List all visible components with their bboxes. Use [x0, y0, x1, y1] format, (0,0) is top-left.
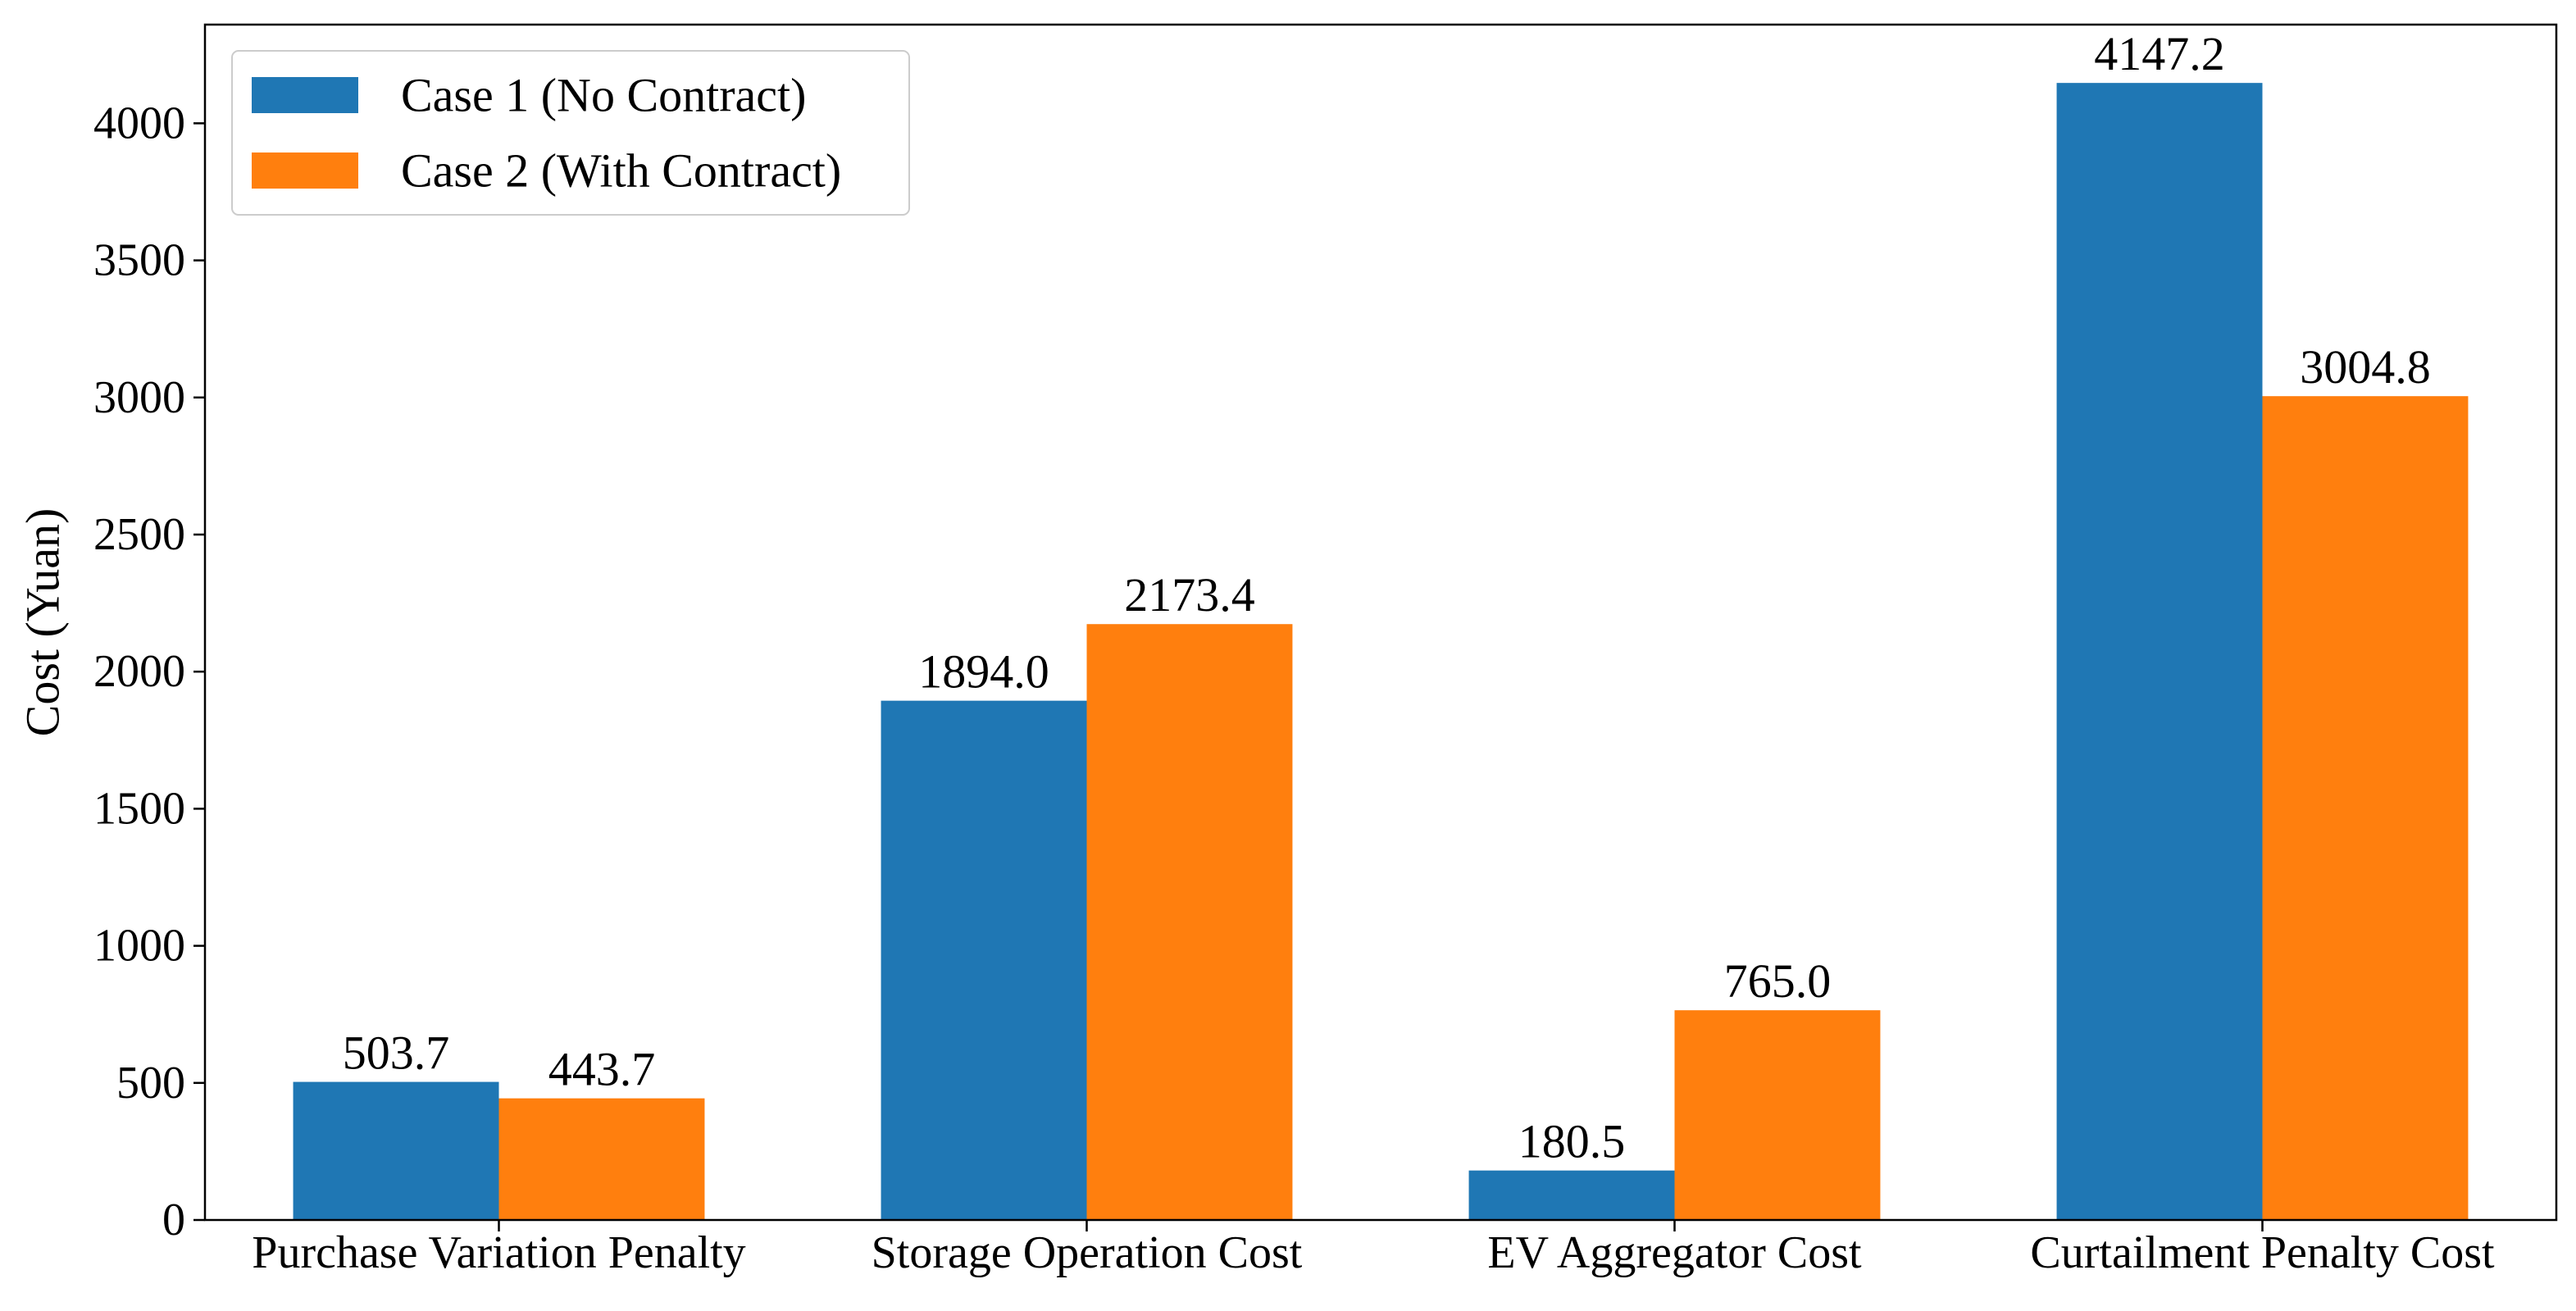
bar-series-1: [881, 700, 1087, 1220]
bar-value-label: 180.5: [1518, 1115, 1626, 1168]
legend-box: [231, 50, 910, 216]
y-tick-label: 2000: [93, 646, 185, 697]
y-axis-ticks: 0 500 1000 1500 2000 2500 3000 3500 4000: [93, 98, 205, 1245]
bar-series-1: [1468, 1170, 1675, 1220]
bar-series-2: [1086, 624, 1293, 1220]
y-axis-title: Cost (Yuan): [16, 508, 70, 737]
x-tick-label: EV Aggregator Cost: [1487, 1227, 1862, 1278]
legend-label: Case 1 (No Contract): [401, 69, 806, 122]
y-tick-label: 2500: [93, 509, 185, 560]
y-tick-label: 3500: [93, 235, 185, 286]
bar-value-label: 443.7: [548, 1043, 656, 1096]
legend-swatch-series-2: [252, 152, 358, 189]
bar-series-2: [1674, 1010, 1881, 1220]
y-tick-label: 0: [162, 1195, 185, 1245]
bars-group: [293, 83, 2469, 1221]
y-tick-label: 1500: [93, 783, 185, 834]
plot-area-frame: [203, 23, 2558, 1222]
legend-swatch-series-1: [252, 77, 358, 113]
data-labels-group: 503.7 443.7 1894.0 2173.4 180.5 765.0 4147.2 30…: [343, 27, 2431, 1168]
x-tick-label: Purchase Variation Penalty: [252, 1227, 745, 1278]
bar-series-2: [2262, 396, 2469, 1221]
bar-series-1: [293, 1081, 499, 1220]
x-axis-ticks: Purchase Variation Penalty Storage Operat…: [252, 1220, 2495, 1278]
bar-value-label: 1894.0: [918, 645, 1049, 699]
y-tick-label: 3000: [93, 372, 185, 423]
y-tick-label: 4000: [93, 98, 185, 148]
bar-value-label: 503.7: [343, 1026, 450, 1080]
bar-value-label: 4147.2: [2094, 27, 2225, 80]
bar-series-2: [498, 1098, 705, 1220]
y-tick-label: 1000: [93, 921, 185, 972]
bar-value-label: 765.0: [1724, 954, 1832, 1008]
bar-series-1: [2056, 83, 2263, 1220]
bar-value-label: 2173.4: [1124, 568, 1255, 621]
x-tick-label: Storage Operation Cost: [872, 1227, 1303, 1278]
x-tick-label: Curtailment Penalty Cost: [2030, 1227, 2495, 1278]
legend: Case 1 (No Contract) Case 2 (With Contrac…: [231, 50, 910, 216]
bar-value-label: 3004.8: [2300, 340, 2431, 394]
y-tick-label: 500: [116, 1058, 185, 1108]
legend-label: Case 2 (With Contract): [401, 144, 841, 198]
